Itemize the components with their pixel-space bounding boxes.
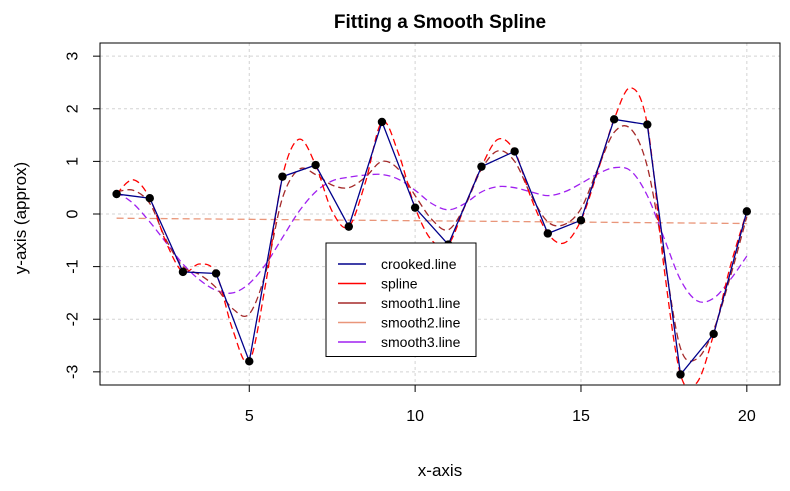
series-line-crooked-line xyxy=(116,118,748,377)
x-tick-label: 20 xyxy=(738,408,756,425)
data-point xyxy=(543,229,553,238)
series-line-smooth2-line xyxy=(116,217,747,225)
points-layer xyxy=(112,115,752,379)
y-tick-label: 2 xyxy=(65,104,82,113)
legend-label-smooth3-line: smooth3.line xyxy=(381,334,461,350)
data-point xyxy=(676,370,685,379)
data-point xyxy=(311,160,320,170)
y-tick-label: 1 xyxy=(65,157,82,166)
x-axis-label: x-axis xyxy=(418,461,462,480)
series-line-smooth3-line xyxy=(116,166,748,303)
x-tick-label: 5 xyxy=(245,408,254,425)
x-tick-label: 10 xyxy=(406,408,424,425)
data-point xyxy=(410,203,420,212)
series-line-spline xyxy=(116,87,748,385)
legend: crooked.line spline smooth1.line smooth2.li… xyxy=(325,242,477,357)
data-point xyxy=(477,162,486,171)
data-point xyxy=(709,329,718,339)
y-tick-label: 3 xyxy=(65,52,82,61)
data-point xyxy=(112,189,121,199)
data-point xyxy=(742,207,752,216)
legend-label-smooth1-line: smooth1.line xyxy=(381,295,461,311)
chart-title: Fitting a Smooth Spline xyxy=(334,12,546,33)
legend-label-spline: spline xyxy=(381,276,418,292)
y-tick-label: -1 xyxy=(65,259,82,273)
series-line-smooth1-line xyxy=(116,125,748,362)
data-point xyxy=(278,172,287,181)
legend-label-smooth2-line: smooth2.line xyxy=(381,315,461,331)
y-tick-label: -3 xyxy=(65,365,82,379)
x-tick-label: 15 xyxy=(572,408,590,425)
legend-label-crooked-line: crooked.line xyxy=(381,256,457,272)
data-point xyxy=(576,216,586,225)
data-point xyxy=(211,269,221,278)
data-point xyxy=(609,115,619,124)
data-point xyxy=(643,120,652,129)
data-point xyxy=(344,222,353,231)
legend-box xyxy=(325,242,477,357)
data-point xyxy=(510,147,519,156)
y-tick-label: 0 xyxy=(65,209,82,218)
data-point xyxy=(377,117,387,127)
y-tick-label: -2 xyxy=(65,312,82,326)
data-point xyxy=(145,194,154,203)
y-axis-label: y-axis (approx) xyxy=(11,162,30,274)
series-layer xyxy=(116,87,748,385)
data-point xyxy=(178,267,188,277)
axes: 5 10 15 20 -3 -2 -1 0 1 2 3 xyxy=(65,52,756,425)
data-point xyxy=(245,357,254,366)
